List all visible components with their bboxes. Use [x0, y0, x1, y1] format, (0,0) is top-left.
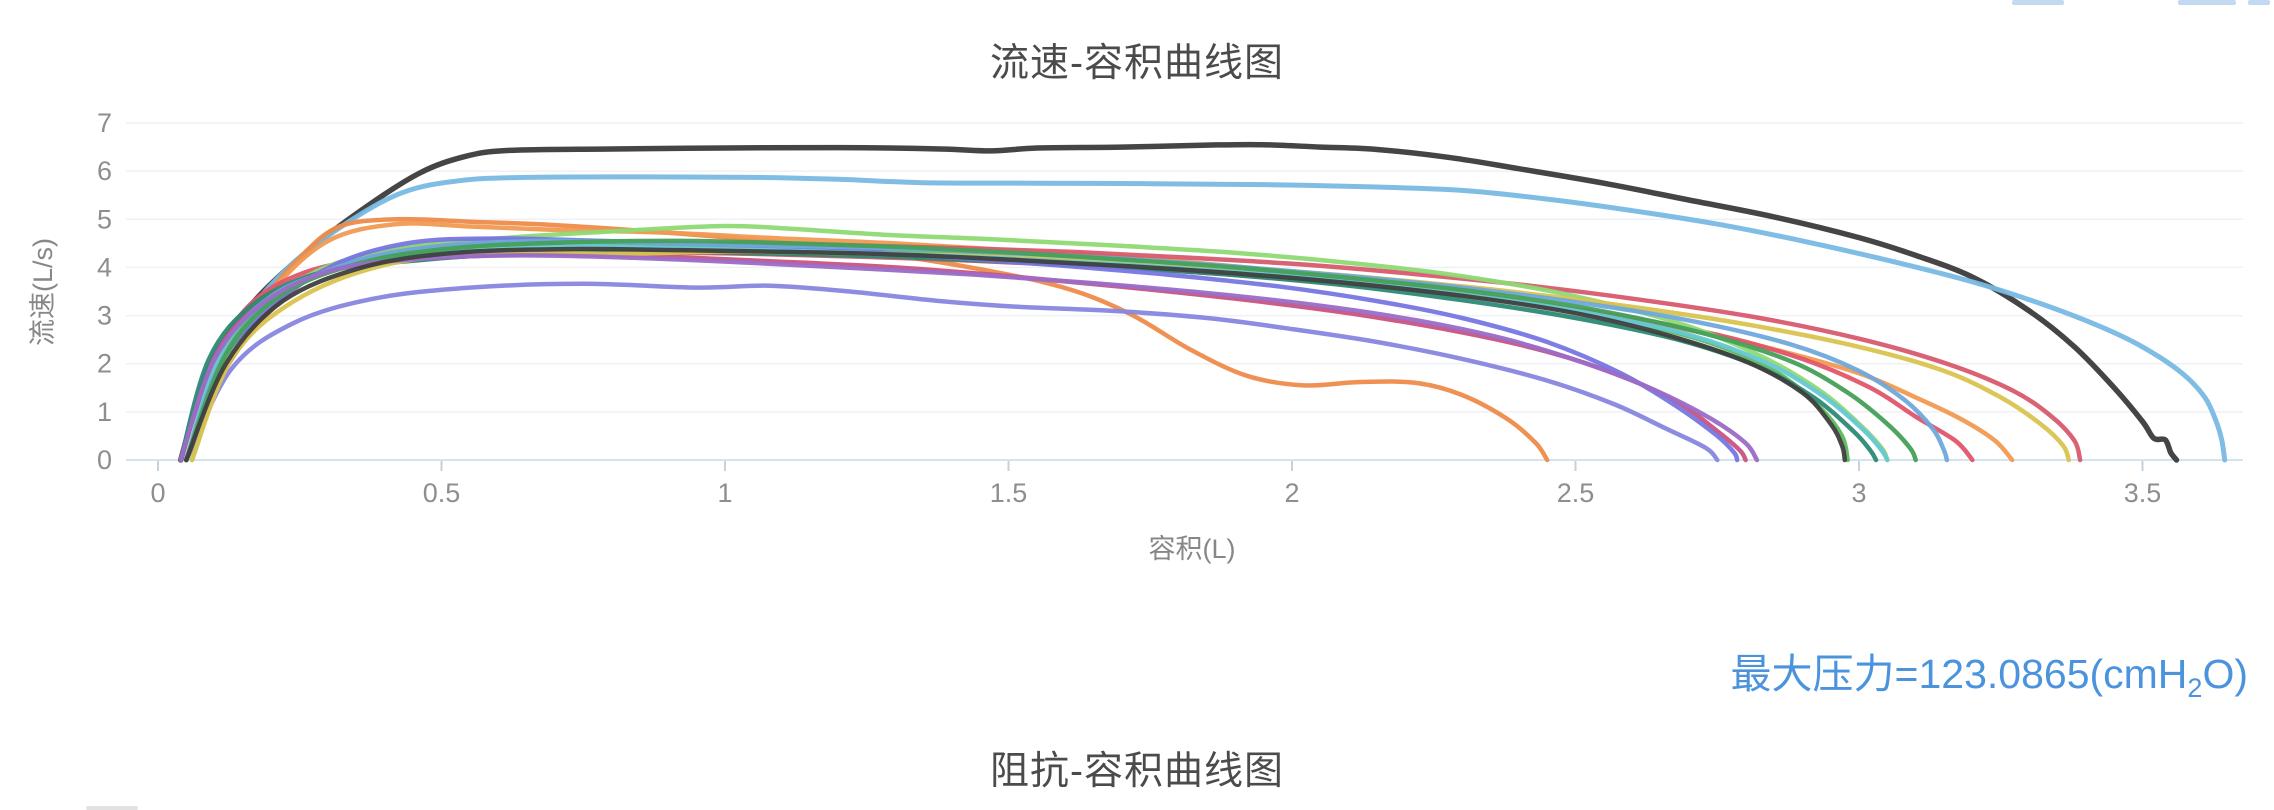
- x-axis-tick-label: 0: [150, 478, 165, 508]
- next-chart-clipped-edge: [86, 806, 138, 810]
- x-axis-tick-label: 1.5: [990, 478, 1028, 508]
- x-axis-title: 容积(L): [1149, 534, 1236, 564]
- curve-breath-purple: [178, 253, 1760, 463]
- curve-breath-black-envelope: [177, 141, 2180, 463]
- y-axis-tick-label: 2: [97, 349, 112, 379]
- x-axis-tick-label: 2: [1284, 478, 1299, 508]
- clipped-text-remnant: [2012, 0, 2064, 5]
- x-axis-tick-label: 3: [1851, 478, 1866, 508]
- y-axis-tick-label: 3: [97, 301, 112, 331]
- curve-breath-darkgreen: [184, 238, 1918, 463]
- x-axis-tick-label: 1: [717, 478, 732, 508]
- max-pressure-suffix: O): [2202, 651, 2248, 697]
- max-pressure-label: 最大压力=123.0865(cmH2O): [1731, 640, 2248, 704]
- x-axis-tick-label: 3.5: [2124, 478, 2162, 508]
- curve-breath-lightgreen: [189, 223, 1890, 463]
- curve-breath-black-2: [184, 246, 1848, 463]
- y-axis-tick-label: 5: [97, 204, 112, 234]
- y-axis-tick-label: 7: [97, 108, 112, 138]
- flow-volume-chart-title: 流速-容积曲线图: [990, 42, 1284, 85]
- clipped-text-remnant: [2178, 0, 2236, 5]
- clipped-text-remnant: [2248, 0, 2270, 5]
- curve-breath-skyblue-envelope: [183, 174, 2228, 463]
- flow-volume-chart: 0 1 2 3 4 5 6 7 0 0.5 1 1.5 2 2.5 3 3.5 流速(L/s) 容积(L): [28, 108, 2243, 564]
- curve-breath-slateblue-low: [184, 281, 1720, 463]
- y-axis-title: 流速(L/s): [28, 238, 58, 346]
- y-axis-tick-label: 1: [97, 397, 112, 427]
- y-axis-tick-label: 6: [97, 156, 112, 186]
- impedance-chart-title: 阻抗-容积曲线图: [990, 750, 1284, 793]
- x-axis-tick-label: 0.5: [423, 478, 461, 508]
- x-axis-tick-label: 2.5: [1557, 478, 1595, 508]
- y-axis-tick-label: 4: [97, 252, 112, 282]
- curve-breath-crimson: [184, 241, 2083, 463]
- y-axis-tick-label: 0: [97, 445, 112, 475]
- curve-breath-teal: [178, 249, 1879, 463]
- max-pressure-subscript: 2: [2187, 673, 2203, 704]
- max-pressure-text: 最大压力=123.0865(cmH: [1730, 651, 2188, 697]
- curve-breath-blue: [184, 238, 1950, 463]
